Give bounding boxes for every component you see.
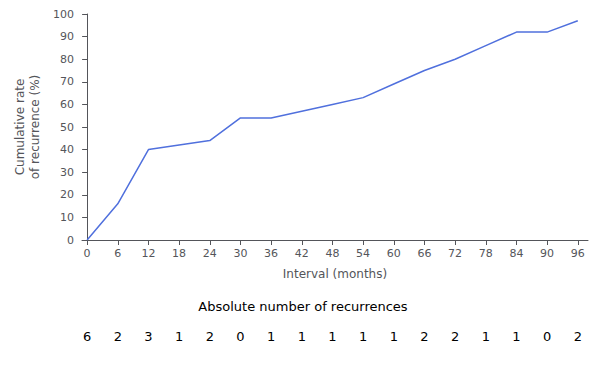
svg-text:20: 20 xyxy=(60,188,74,201)
svg-text:Interval (months): Interval (months) xyxy=(283,267,387,281)
svg-text:80: 80 xyxy=(60,53,74,66)
svg-text:6: 6 xyxy=(83,329,91,344)
svg-text:90: 90 xyxy=(540,247,554,260)
svg-text:2: 2 xyxy=(114,329,122,344)
svg-text:1: 1 xyxy=(359,329,367,344)
svg-text:90: 90 xyxy=(60,30,74,43)
svg-text:84: 84 xyxy=(509,247,523,260)
svg-text:60: 60 xyxy=(387,247,401,260)
svg-text:96: 96 xyxy=(571,247,585,260)
svg-text:0: 0 xyxy=(236,329,244,344)
svg-text:42: 42 xyxy=(295,247,309,260)
svg-text:50: 50 xyxy=(60,121,74,134)
svg-text:Cumulative rate: Cumulative rate xyxy=(13,79,27,176)
svg-text:1: 1 xyxy=(390,329,398,344)
svg-text:Absolute number of recurrences: Absolute number of recurrences xyxy=(198,299,407,314)
svg-text:30: 30 xyxy=(60,166,74,179)
svg-text:40: 40 xyxy=(60,143,74,156)
svg-text:100: 100 xyxy=(53,8,74,21)
svg-text:of recurrence (%): of recurrence (%) xyxy=(28,75,42,180)
svg-text:30: 30 xyxy=(233,247,247,260)
svg-text:1: 1 xyxy=(512,329,520,344)
svg-text:36: 36 xyxy=(264,247,278,260)
svg-text:1: 1 xyxy=(298,329,306,344)
svg-text:3: 3 xyxy=(144,329,152,344)
svg-text:2: 2 xyxy=(451,329,459,344)
svg-text:2: 2 xyxy=(206,329,214,344)
svg-text:1: 1 xyxy=(482,329,490,344)
svg-text:0: 0 xyxy=(543,329,551,344)
svg-text:0: 0 xyxy=(67,234,74,247)
svg-text:2: 2 xyxy=(420,329,428,344)
svg-text:10: 10 xyxy=(60,211,74,224)
svg-text:6: 6 xyxy=(114,247,121,260)
svg-text:24: 24 xyxy=(203,247,217,260)
svg-text:70: 70 xyxy=(60,75,74,88)
svg-text:72: 72 xyxy=(448,247,462,260)
svg-text:2: 2 xyxy=(574,329,582,344)
svg-text:18: 18 xyxy=(172,247,186,260)
svg-text:60: 60 xyxy=(60,98,74,111)
svg-text:1: 1 xyxy=(328,329,336,344)
svg-text:12: 12 xyxy=(141,247,155,260)
svg-text:1: 1 xyxy=(267,329,275,344)
svg-text:78: 78 xyxy=(479,247,493,260)
svg-text:48: 48 xyxy=(325,247,339,260)
svg-text:66: 66 xyxy=(417,247,431,260)
svg-text:0: 0 xyxy=(84,247,91,260)
svg-text:1: 1 xyxy=(175,329,183,344)
svg-text:54: 54 xyxy=(356,247,370,260)
